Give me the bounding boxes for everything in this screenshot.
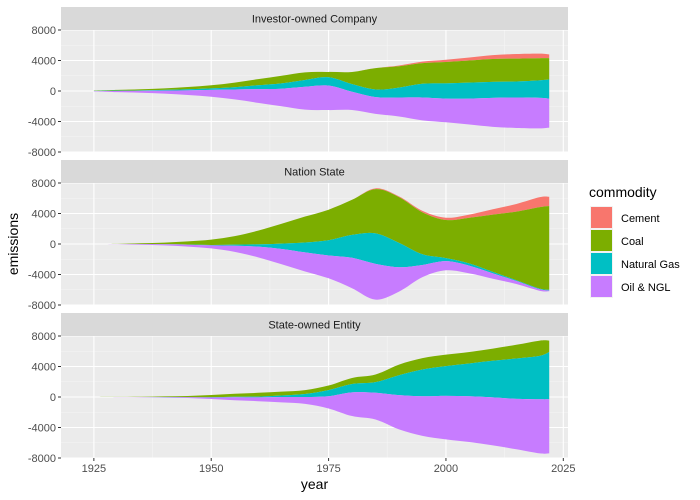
y-tick-label: 4000 [32,209,56,221]
legend-label: Oil & NGL [621,282,671,294]
y-tick-label: -8000 [28,147,56,159]
y-tick-label: -8000 [28,300,56,312]
facet-title: State-owned Entity [268,320,361,332]
x-tick-label: 1925 [82,463,106,475]
facet-strip [61,160,568,183]
stream-oil-ngl [93,243,550,300]
stream-coal [93,58,550,91]
legend-swatch [591,276,612,297]
legend-swatch [591,253,612,274]
x-tick-label: 2025 [551,463,575,475]
facet-title: Nation State [284,167,345,179]
x-axis-title: year [301,476,329,492]
y-tick-label: 0 [50,86,56,98]
stream-cement [93,53,550,91]
y-tick-label: 4000 [32,56,56,68]
stream-natural-gas [93,352,550,400]
y-tick-label: 8000 [32,25,56,37]
y-tick-label: -4000 [28,423,56,435]
y-tick-label: 0 [50,239,56,251]
facet-strip [61,313,568,336]
y-axis-title: emissions [5,213,21,275]
legend-label: Natural Gas [621,259,680,271]
y-tick-label: -8000 [28,453,56,465]
y-tick-label: 8000 [32,331,56,343]
stream-oil-ngl [93,392,550,454]
y-tick-label: 4000 [32,362,56,374]
x-tick-label: 1950 [199,463,223,475]
stream-natural-gas [93,77,550,99]
stream-oil-ngl [93,85,550,129]
legend-swatch [591,207,612,228]
y-tick-label: -4000 [28,270,56,282]
legend-swatch [591,230,612,251]
y-tick-label: 0 [50,392,56,404]
legend-label: Cement [621,213,660,225]
x-tick-label: 2000 [434,463,458,475]
facet-strip [61,7,568,30]
legend-title: commodity [589,184,657,200]
stream-natural-gas [93,232,550,291]
stream-coal [93,189,550,290]
facet-title: Investor-owned Company [252,14,378,26]
y-tick-label: 8000 [32,178,56,190]
y-tick-label: -4000 [28,117,56,129]
x-tick-label: 1975 [316,463,340,475]
legend-label: Coal [621,236,644,248]
